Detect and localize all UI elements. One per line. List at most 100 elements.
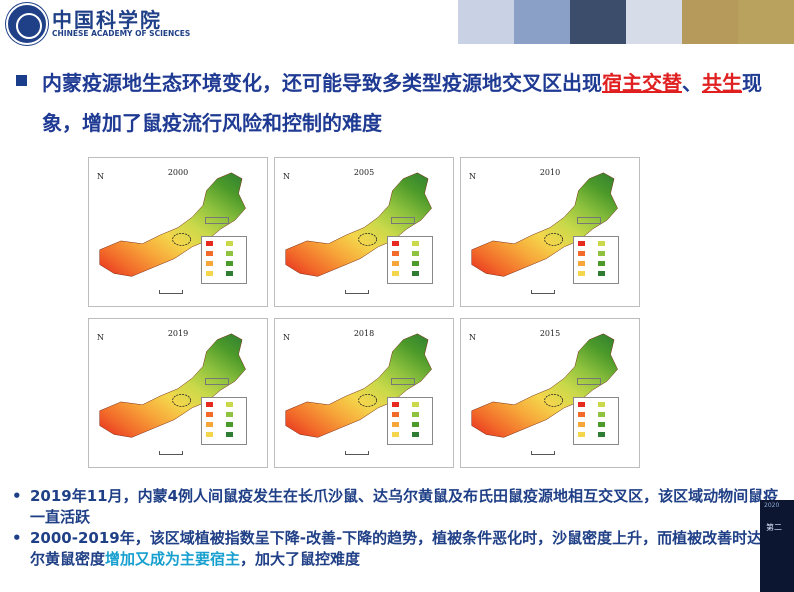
bullet-item: • 2019年11月，内蒙4例人间鼠疫发生在长爪沙鼠、达乌尔黄鼠及布氏田鼠疫源地… [12,486,792,528]
legend-swatch [226,241,233,246]
slide-title: 内蒙疫源地生态环境变化，还可能导致多类型疫源地交叉区出现宿主交替、共生现象，增加… [42,63,762,143]
map-color-legend [201,236,247,284]
legend-swatch [412,412,419,417]
legend-swatch [226,271,233,276]
map-region-shape [471,333,618,438]
header-banner [458,0,794,44]
legend-swatch [206,251,213,256]
map-scale-bar [531,451,555,455]
legend-swatch [598,271,605,276]
north-arrow-icon: N [469,333,476,342]
legend-swatch [412,261,419,266]
legend-swatch [226,432,233,437]
title-highlight-host-alternation: 宿主交替 [602,71,682,95]
video-overlay[interactable]: 2020 第二 [760,500,794,592]
map-region-shape [471,172,618,277]
map-region-shape [99,172,246,277]
legend-swatch [412,402,419,407]
legend-swatch [598,261,605,266]
legend-swatch [412,271,419,276]
ndvi-map-2015: 2015 N [460,318,640,468]
legend-swatch [598,402,605,407]
legend-swatch [598,412,605,417]
legend-swatch [206,412,213,417]
legend-swatch [392,422,399,427]
map-year-label: 2005 [353,168,375,177]
map-inset-legend [577,217,601,224]
map-color-legend [573,236,619,284]
banner-tile [738,0,794,44]
bullet-text-end: ，加大了鼠控难度 [240,550,361,568]
legend-swatch [578,402,585,407]
video-label-top: 2020 [764,502,780,509]
title-part2: 现象，增加了鼠疫流行风险和控制的难度 [42,71,762,135]
legend-swatch [578,241,585,246]
legend-swatch [412,251,419,256]
map-region-shape [285,333,432,438]
map-inset-legend [391,378,415,385]
legend-swatch [392,241,399,246]
legend-swatch [392,412,399,417]
map-year-label: 2019 [167,329,189,338]
legend-swatch [412,432,419,437]
title-part1: 内蒙疫源地生态环境变化，还可能导致多类型疫源地交叉区出现 [42,71,602,95]
north-arrow-icon: N [469,172,476,181]
map-inset-legend [391,217,415,224]
legend-swatch [578,271,585,276]
legend-swatch [412,422,419,427]
map-scale-bar [531,290,555,294]
ndvi-map-2010: 2010 N [460,157,640,307]
legend-swatch [226,402,233,407]
map-region-shape [99,333,246,438]
map-scale-bar [345,451,369,455]
ndvi-map-2000: 2000 N [88,157,268,307]
map-year-label: 2010 [539,168,561,177]
bullet-item: • 2000-2019年，该区域植被指数呈下降-改善-下降的趋势，植被条件恶化时… [12,528,792,570]
bullet-text: 2000-2019年，该区域植被指数呈下降-改善-下降的趋势，植被条件恶化时，沙… [30,529,778,568]
cas-logo-emblem [6,3,48,45]
map-scale-bar [159,451,183,455]
legend-swatch [598,432,605,437]
bullet-dot: • [12,487,22,505]
banner-tile [570,0,626,44]
map-year-label: 2000 [167,168,189,177]
north-arrow-icon: N [97,172,104,181]
north-arrow-icon: N [283,172,290,181]
legend-swatch [226,261,233,266]
legend-swatch [226,251,233,256]
legend-swatch [392,271,399,276]
legend-swatch [598,241,605,246]
ndvi-map-2005: 2005 N [274,157,454,307]
legend-swatch [578,261,585,266]
bullet-highlight: 增加又成为主要宿主 [105,550,241,568]
banner-tile [458,0,514,44]
legend-swatch [598,422,605,427]
map-scale-bar [159,290,183,294]
legend-swatch [412,241,419,246]
legend-swatch [206,241,213,246]
logo-english-text: CHINESE ACADEMY OF SCIENCES [52,29,191,38]
map-color-legend [387,236,433,284]
legend-swatch [392,251,399,256]
map-scale-bar [345,290,369,294]
legend-swatch [226,412,233,417]
legend-swatch [578,251,585,256]
legend-swatch [226,422,233,427]
map-inset-legend [205,378,229,385]
legend-swatch [392,432,399,437]
legend-swatch [598,251,605,256]
title-highlight-symbiosis: 共生 [702,71,742,95]
map-color-legend [201,397,247,445]
legend-swatch [578,432,585,437]
legend-swatch [206,432,213,437]
banner-tile [682,0,738,44]
legend-swatch [392,261,399,266]
banner-tile [626,0,682,44]
legend-swatch [392,402,399,407]
header: 中国科学院 CHINESE ACADEMY OF SCIENCES [0,0,794,45]
bullet-dot: • [12,529,22,547]
map-inset-legend [577,378,601,385]
ndvi-map-2018: 2018 N [274,318,454,468]
legend-swatch [206,271,213,276]
video-label-mid: 第二 [766,523,782,532]
